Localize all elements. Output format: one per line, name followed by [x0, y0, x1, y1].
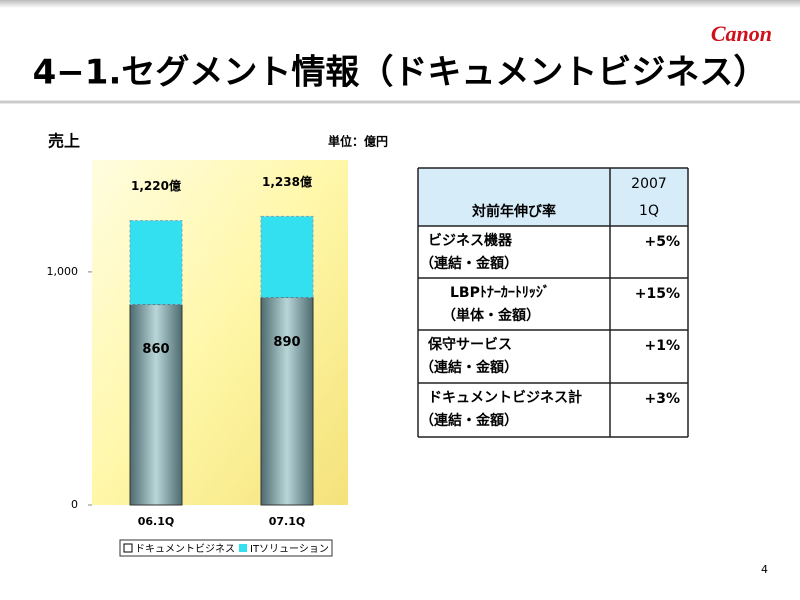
legend-box: [119, 539, 333, 557]
table-header-bg: [418, 168, 688, 226]
data-label: 890: [273, 335, 300, 350]
legend-swatch: [239, 544, 247, 552]
chart: 0 1,000 860 1,220億 06.1Q 890 1,238億 07.1Q ドキュメント…: [47, 174, 333, 557]
x-tick-label: 07.1Q: [269, 515, 306, 528]
bar-segment: [129, 304, 183, 506]
header-label: 対前年伸び率: [471, 203, 556, 220]
legend-swatch: [123, 543, 133, 553]
data-label: 860: [142, 342, 169, 357]
bar-segment: [260, 297, 314, 506]
bar-segment: [260, 215, 314, 299]
row-name: ビジネス機器: [428, 232, 513, 249]
total-label: 1,220億: [131, 178, 181, 193]
unit-label: 単位：億円: [328, 134, 388, 149]
top-bar: [0, 0, 800, 8]
row-sub: （連結・金額）: [420, 255, 518, 272]
total-label: 1,238億: [262, 174, 312, 189]
legend-label: ITソリューション: [250, 544, 329, 555]
row-value: +15%: [635, 286, 680, 302]
slide-title: 4−1.セグメント情報（ドキュメントビジネス）: [33, 53, 768, 93]
page-number: 4: [761, 563, 768, 576]
row-sub: （単体・金額）: [442, 307, 540, 324]
row-sub: （連結・金額）: [420, 359, 518, 376]
row-value: +1%: [645, 338, 681, 354]
legend-label: ドキュメントビジネス: [135, 543, 235, 555]
row-name: 保守サービス: [427, 336, 512, 353]
bar-segment: [129, 220, 183, 306]
logo: Canon: [711, 21, 772, 46]
x-tick-label: 06.1Q: [138, 515, 175, 528]
row-sub: （連結・金額）: [420, 412, 518, 429]
y-axis-title: 売上: [48, 132, 80, 151]
row-value: +3%: [645, 391, 681, 407]
row-name: LBPﾄﾅｰｶｰﾄﾘｯｼﾞ: [450, 284, 550, 301]
row-name: ドキュメントビジネス計: [428, 389, 582, 406]
header-year: 2007: [631, 176, 667, 192]
y-tick-label: 1,000: [47, 265, 79, 278]
header-quarter: 1Q: [639, 203, 659, 219]
growth-table: 対前年伸び率 2007 1Q ビジネス機器 （連結・金額） +5% LBPﾄﾅｰｶｰﾄﾘｯｼ…: [417, 167, 689, 438]
y-tick-label: 0: [71, 498, 78, 511]
row-value: +5%: [645, 234, 681, 250]
